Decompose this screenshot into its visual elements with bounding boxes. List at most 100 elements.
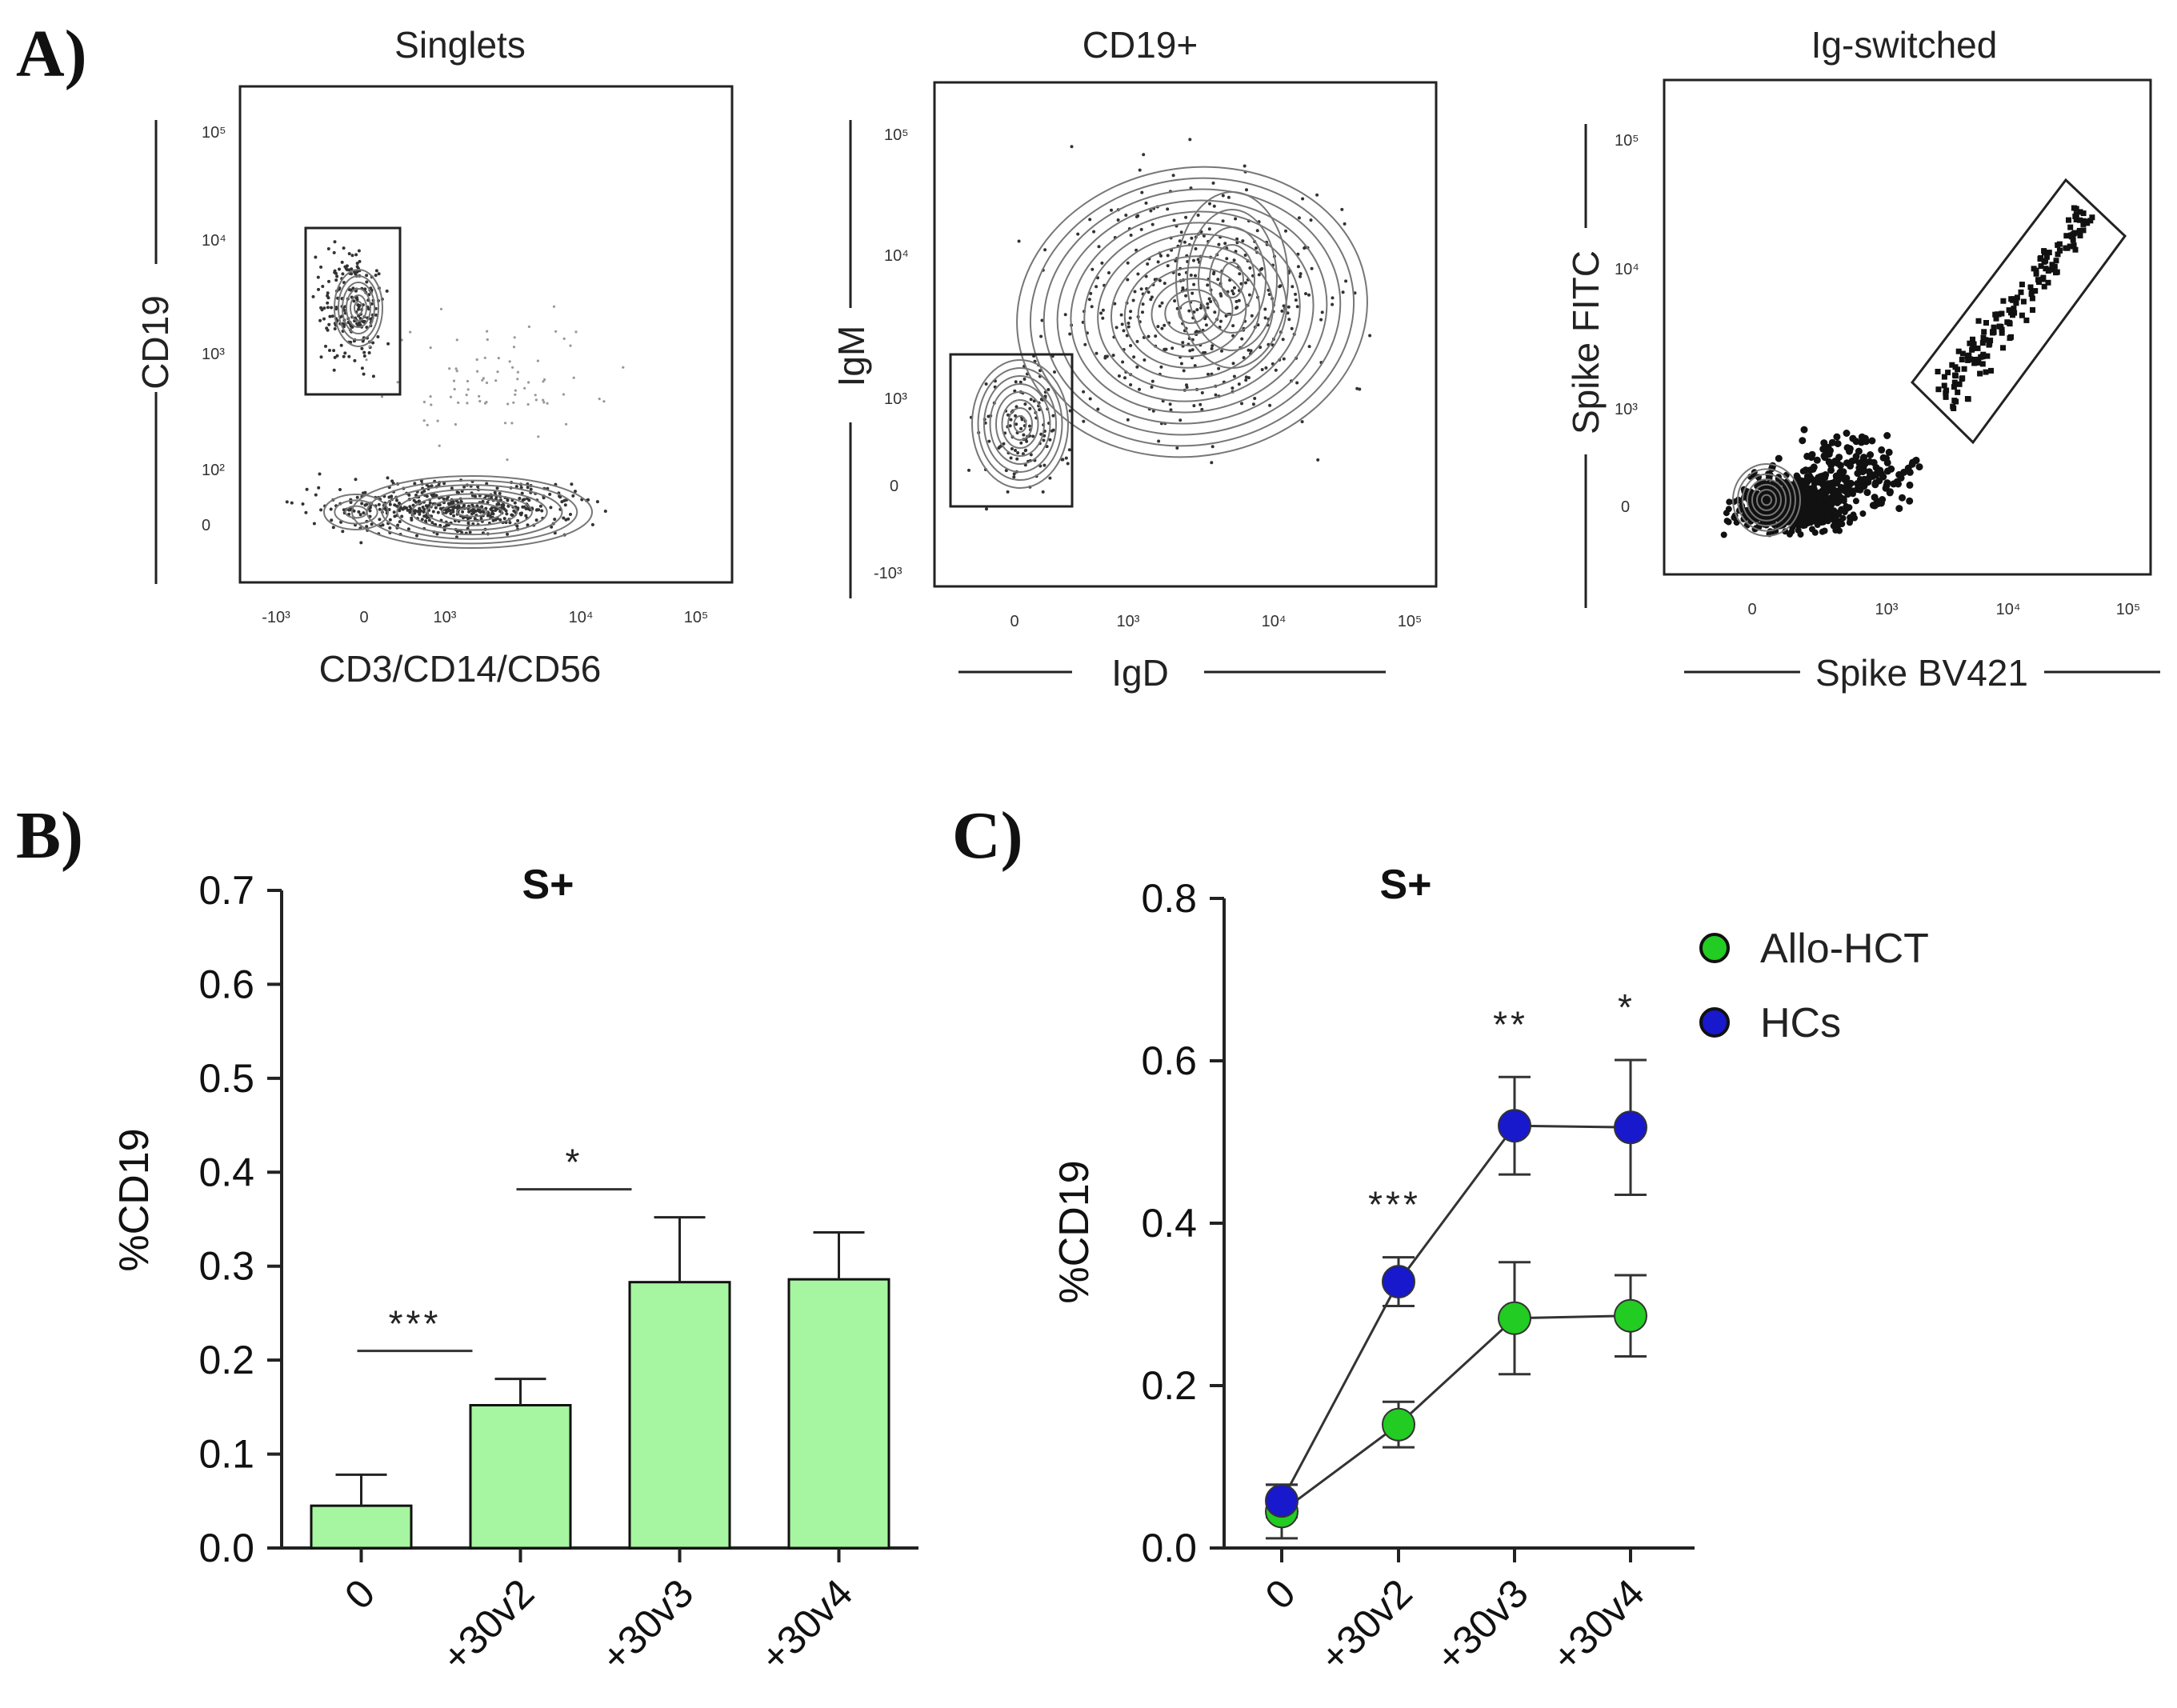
event-dot [450,501,454,504]
event-dot [1150,295,1154,299]
event-dot [1043,248,1047,252]
event-dot [1192,310,1196,314]
contour-line [1083,222,1301,402]
event-dot [358,513,362,517]
y-tick: 10² [202,462,225,479]
event-dot [491,512,495,516]
event-dot [1815,477,1822,484]
contour-line [1070,210,1315,414]
event-dot [1125,334,1129,338]
event-dot [330,314,334,318]
event-dot [1876,466,1884,474]
event-dot [506,402,510,406]
event-dot [461,510,465,514]
event-dot [1156,260,1160,264]
event-dot [1979,340,1986,346]
event-dot [2023,317,2030,323]
event-dot [1020,418,1024,422]
event-dot [1082,419,1086,423]
event-dot [486,514,490,518]
event-dot [1131,298,1135,302]
event-dot [1803,485,1811,493]
event-dot [540,509,544,513]
event-dot [1184,215,1188,219]
event-dot [1294,298,1298,302]
event-dot [1912,456,1920,464]
event-dot [554,330,558,333]
event-dot [1885,448,1893,456]
line-chart-s-plus: S+ %CD19 0.0 0.2 0.4 0.6 0.8 0 +30v2 +30v3 +30v… [1051,862,1929,1680]
contour-line [396,488,548,536]
event-dot [436,419,439,422]
event-dot [1975,356,1982,362]
event-dot [1959,357,1965,362]
event-dot [1129,310,1133,314]
event-dot [534,394,537,397]
event-dot [1014,422,1018,426]
event-dot [1100,261,1104,265]
event-dot [526,523,530,527]
contour-line [1187,209,1278,351]
event-dot [1160,326,1164,330]
data-point [1498,1109,1531,1143]
event-dot [1863,489,1871,497]
event-dot [427,518,431,522]
event-dot [1129,234,1133,237]
event-dot [1264,366,1268,370]
event-dot [331,526,335,530]
event-dot [512,401,515,404]
event-dot [1820,439,1828,447]
event-dot [1050,429,1054,433]
event-dot [486,338,489,342]
event-dot [1281,338,1285,342]
flow-plot-ig-switched: Ig-switched Spike FITC Spike BV421 10⁵ 1… [1565,24,2160,694]
event-dot [1184,294,1188,298]
event-dot [1144,201,1148,205]
event-dot [1967,356,1974,362]
event-dot [1199,402,1203,406]
event-dot [1864,478,1872,486]
event-dot [482,377,486,380]
event-dot [1042,438,1046,442]
event-dot [2068,234,2075,240]
event-dot [1883,432,1891,439]
event-dot [1951,406,1957,411]
event-dot [341,530,345,534]
event-dot [1986,342,1992,348]
event-dot [2000,345,2006,351]
event-dot [1249,349,1253,353]
event-dot [1987,338,1994,344]
event-dot [1979,361,1986,367]
contour-line [1220,262,1244,298]
event-dot [1951,384,1957,390]
event-dot [1188,138,1192,142]
event-dot [542,380,545,383]
event-dot [514,485,518,489]
event-dot [374,313,378,317]
event-dot [1307,293,1311,297]
x-tick: 10³ [1875,601,1899,618]
event-dot [1029,398,1033,402]
event-dot [1799,437,1807,445]
event-dot [457,401,460,404]
event-dot [524,514,528,518]
event-dot [1119,313,1123,317]
event-dot [1355,386,1359,390]
event-dot [1212,204,1216,208]
event-dot [1952,372,1958,378]
event-dot [2043,266,2049,272]
event-dot [424,519,428,523]
event-dot [2067,224,2074,230]
event-dot [430,521,434,525]
event-dot [466,388,470,391]
event-dot [574,330,578,334]
flow-xlabel-igd: IgD [1111,652,1169,694]
event-dot [534,398,538,402]
event-dot [1935,386,1942,393]
event-dot [342,246,346,250]
event-dot [548,492,552,496]
event-dot [1797,531,1804,538]
event-dot [1231,292,1235,296]
event-dot [1949,362,1955,368]
event-dot [514,393,517,396]
